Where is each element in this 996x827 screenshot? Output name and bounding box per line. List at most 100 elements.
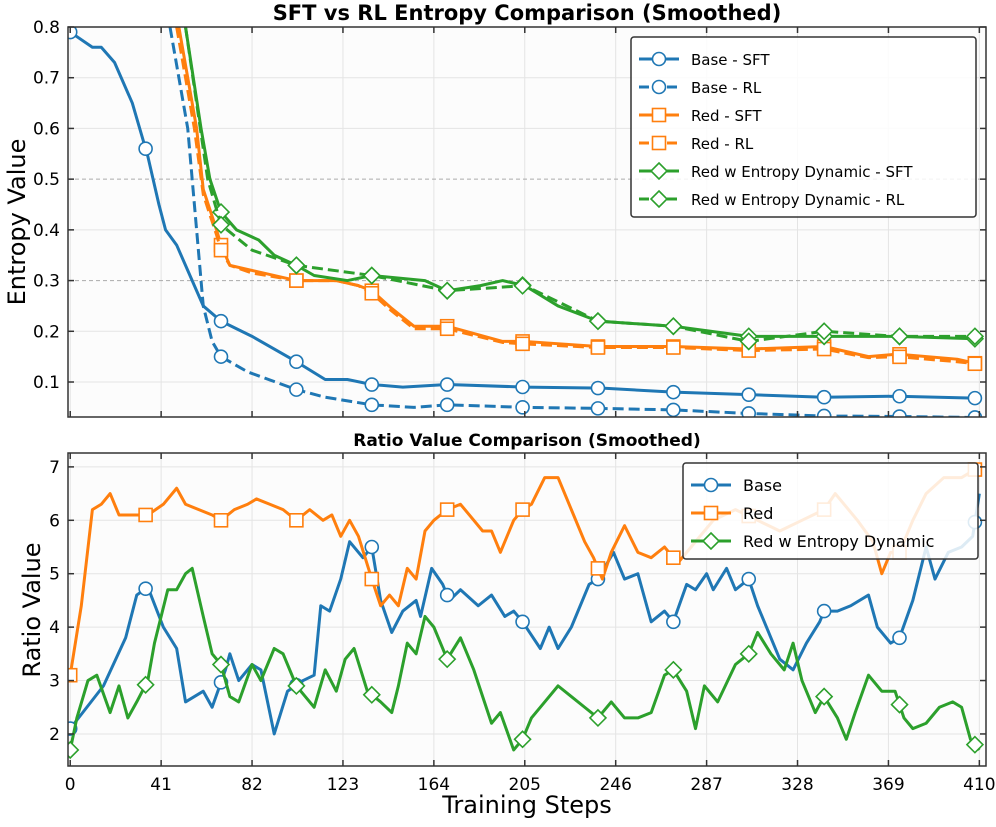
x-tick-label: 328 xyxy=(781,775,813,795)
data-marker-red-w-entropy-dynamic-rl xyxy=(814,322,834,341)
legend-box xyxy=(682,462,979,560)
legend-label: Base xyxy=(743,476,782,495)
data-marker-red-w-entropy-dynamic-rl xyxy=(739,332,758,351)
data-marker-red xyxy=(138,507,153,523)
entropy-chart: 0.1 0.2 0.3 0.4 0.5 0.6 0.7 0.8 SFT vs RL Entro… xyxy=(3,1,987,418)
data-marker-red-w-entropy-dynamic-rl xyxy=(362,266,381,285)
x-tick-label: 369 xyxy=(872,775,904,795)
legend-label: Red w Entropy Dynamic - SFT xyxy=(691,163,913,181)
data-marker-base-rl xyxy=(213,349,229,364)
data-marker-base xyxy=(138,581,153,596)
data-marker-base-sft xyxy=(590,380,606,396)
data-marker-base-sft xyxy=(138,141,153,157)
chart-title: Ratio Value Comparison (Smoothed) xyxy=(353,431,701,451)
legend: Base - SFT Base - RL Red - SFT Red - RL Red … xyxy=(630,36,977,218)
data-marker-base-rl xyxy=(364,397,380,413)
data-marker-red-rl xyxy=(666,340,681,355)
legend-label: Red - SFT xyxy=(691,107,762,125)
legend-label: Base - SFT xyxy=(691,51,770,69)
legend-entry: Red - SFT xyxy=(639,107,762,125)
data-marker-red xyxy=(515,502,530,517)
data-marker-red xyxy=(666,550,681,565)
data-marker-red-w-entropy-dynamic-rl xyxy=(664,317,683,336)
data-marker-red-w-entropy-dynamic xyxy=(136,675,155,694)
legend: Base Red Red w Entropy Dynamic xyxy=(682,462,979,560)
data-marker-red xyxy=(590,561,606,576)
data-marker-base xyxy=(892,630,907,646)
y-tick-label: 0.5 xyxy=(33,170,60,190)
legend-marker-diamond-icon xyxy=(649,189,669,209)
data-marker-base xyxy=(364,539,380,555)
y-tick-label: 2 xyxy=(49,725,60,745)
data-marker-base-rl xyxy=(741,406,757,417)
data-marker-red-w-entropy-dynamic xyxy=(664,660,683,679)
data-marker-base xyxy=(439,587,455,603)
y-tick-label: 6 xyxy=(49,511,60,531)
data-marker-red-w-entropy-dynamic xyxy=(739,644,758,663)
legend-marker-diamond-icon xyxy=(701,531,721,551)
x-tick-label: 82 xyxy=(241,775,263,795)
x-tick-label: 164 xyxy=(418,775,450,795)
data-marker-red-w-entropy-dynamic xyxy=(513,730,532,749)
legend-marker-square-icon xyxy=(651,135,667,151)
y-tick-label: 0.6 xyxy=(33,119,60,139)
data-marker-base xyxy=(515,614,530,630)
y-axis-label: Ratio Value xyxy=(18,542,46,677)
data-marker-red-w-entropy-dynamic-rl xyxy=(890,327,909,346)
x-tick-label: 246 xyxy=(599,775,631,795)
y-tick-label: 0.4 xyxy=(33,221,60,241)
data-marker-red-w-entropy-dynamic-rl xyxy=(513,276,532,295)
legend-label: Red w Entropy Dynamic xyxy=(743,532,934,551)
data-marker-red-w-entropy-dynamic-rl xyxy=(211,215,231,234)
legend-label: Red w Entropy Dynamic - RL xyxy=(691,191,905,209)
legend-entry: Base xyxy=(691,476,782,495)
data-marker-red-w-entropy-dynamic xyxy=(890,695,909,714)
y-tick-label: 0.3 xyxy=(33,272,60,292)
data-marker-base-sft xyxy=(289,354,304,370)
legend-label: Base - RL xyxy=(691,79,762,97)
data-marker-base-sft xyxy=(892,388,907,404)
x-tick-label: 205 xyxy=(509,775,541,795)
data-marker-red xyxy=(213,513,229,528)
legend-entry: Red xyxy=(691,504,773,523)
data-marker-red-w-entropy-dynamic xyxy=(438,650,457,669)
legend-entry: Base - RL xyxy=(639,79,762,97)
data-marker-red-w-entropy-dynamic xyxy=(965,735,985,754)
y-tick-label: 5 xyxy=(49,565,60,585)
data-marker-red-rl xyxy=(590,340,606,355)
data-marker-base-rl xyxy=(515,399,530,415)
data-marker-base-sft xyxy=(967,390,983,406)
data-marker-red-rl xyxy=(364,285,380,301)
data-marker-red-rl xyxy=(967,356,983,372)
data-marker-base-sft xyxy=(741,387,757,402)
y-axis-label: Entropy Value xyxy=(3,139,31,306)
data-marker-red-w-entropy-dynamic xyxy=(588,708,608,728)
data-marker-red-w-entropy-dynamic-rl xyxy=(965,327,985,346)
x-tick-label: 123 xyxy=(327,775,359,795)
legend-marker-circle-icon xyxy=(651,79,667,95)
axes-frame xyxy=(67,26,987,418)
ticks: 0 41 82 123 164 205 246 287 328 369 410 2 3 4 5 6 7 xyxy=(49,453,996,795)
legend-entry: Red w Entropy Dynamic - SFT xyxy=(639,161,913,181)
legend-marker-circle-icon xyxy=(703,477,719,493)
y-tick-label: 0.2 xyxy=(33,322,60,342)
data-marker-red-rl xyxy=(289,273,304,288)
series-line-red-w-entropy-dynamic-sft xyxy=(184,27,980,341)
data-marker-base-sft xyxy=(439,377,455,392)
series-line-red-w-entropy-dynamic-rl xyxy=(184,27,980,343)
data-marker-base-rl xyxy=(289,382,304,397)
ticks: 0.1 0.2 0.3 0.4 0.5 0.6 0.7 0.8 xyxy=(33,18,986,417)
x-tick-label: 287 xyxy=(690,775,722,795)
y-tick-label: 0.1 xyxy=(33,373,60,393)
legend-marker-square-icon xyxy=(703,505,719,521)
data-marker-base xyxy=(816,603,832,619)
data-marker-red-rl xyxy=(892,349,907,365)
y-tick-label: 0.7 xyxy=(33,69,60,89)
ratio-chart: 0 41 82 123 164 205 246 287 328 369 410 2 3 4 5 6 7 Rati… xyxy=(18,431,996,819)
x-tick-label: 410 xyxy=(963,775,995,795)
y-tick-label: 4 xyxy=(49,618,60,638)
data-marker-base-rl xyxy=(590,401,606,416)
data-marker-red xyxy=(364,571,380,587)
data-marker-base-rl xyxy=(666,402,681,417)
data-marker-base-sft xyxy=(816,389,832,405)
